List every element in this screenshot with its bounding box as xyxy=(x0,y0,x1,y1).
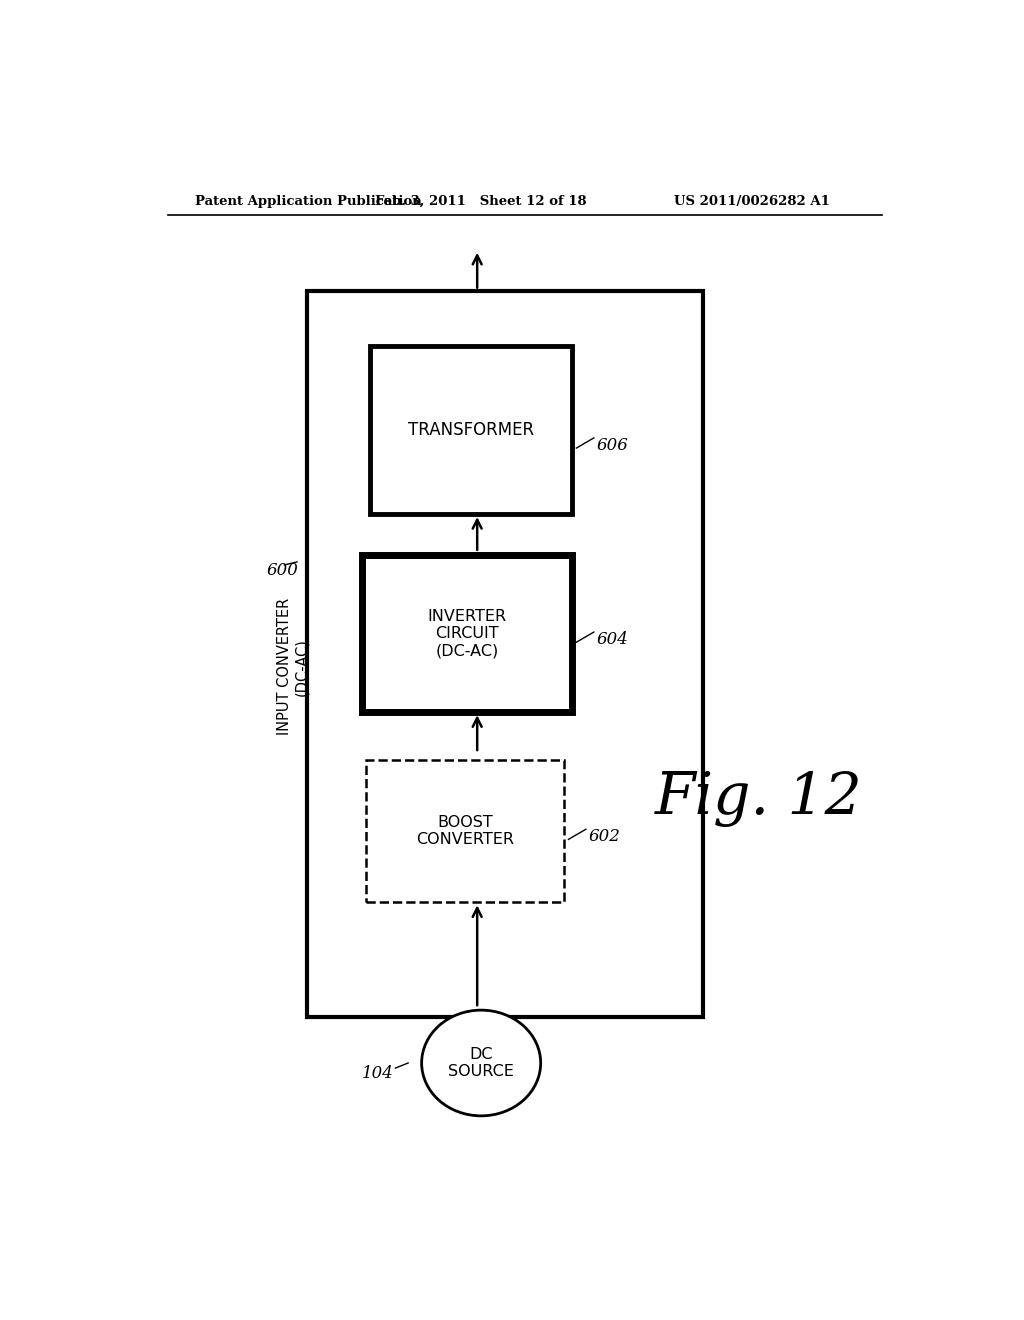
Text: 604: 604 xyxy=(596,631,628,648)
Text: INPUT CONVERTER
(DC-AC): INPUT CONVERTER (DC-AC) xyxy=(276,598,309,735)
Text: BOOST
CONVERTER: BOOST CONVERTER xyxy=(417,814,514,847)
Text: Patent Application Publication: Patent Application Publication xyxy=(196,194,422,207)
Bar xyxy=(367,760,564,903)
Text: Feb. 3, 2011   Sheet 12 of 18: Feb. 3, 2011 Sheet 12 of 18 xyxy=(376,194,587,207)
Bar xyxy=(306,290,703,1018)
Ellipse shape xyxy=(422,1010,541,1115)
Bar xyxy=(370,346,572,515)
Text: US 2011/0026282 A1: US 2011/0026282 A1 xyxy=(675,194,830,207)
Text: 606: 606 xyxy=(596,437,628,454)
Text: 602: 602 xyxy=(588,828,621,845)
Text: Fig. 12: Fig. 12 xyxy=(655,771,863,828)
Text: DC
SOURCE: DC SOURCE xyxy=(449,1047,514,1080)
Bar xyxy=(362,554,572,713)
Text: 600: 600 xyxy=(267,561,299,578)
Text: INVERTER
CIRCUIT
(DC-AC): INVERTER CIRCUIT (DC-AC) xyxy=(428,609,507,659)
Text: TRANSFORMER: TRANSFORMER xyxy=(409,421,535,440)
Text: 104: 104 xyxy=(361,1065,394,1081)
